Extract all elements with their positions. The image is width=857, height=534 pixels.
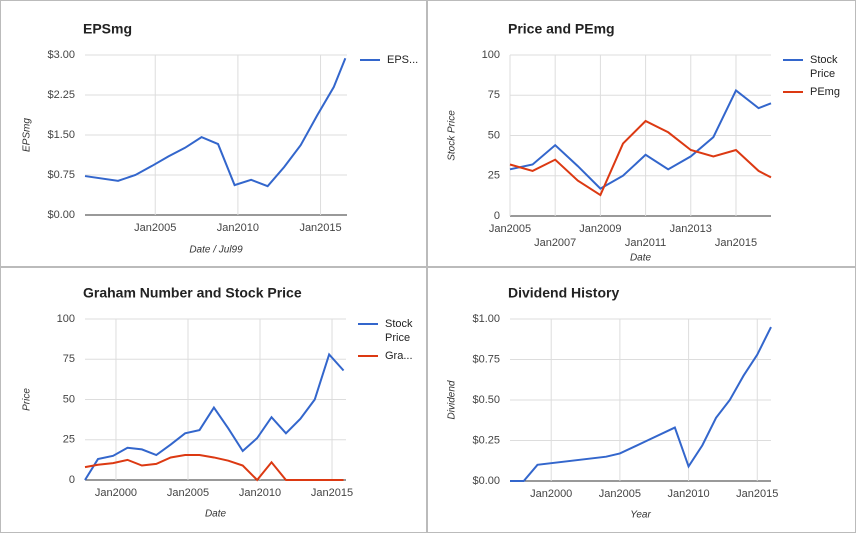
series-line <box>510 326 772 482</box>
y-tick-label: $0.25 <box>472 434 500 446</box>
y-tick-label: $3.00 <box>47 49 75 61</box>
y-tick-label: $0.75 <box>47 169 75 181</box>
legend-label: Gra... <box>385 350 413 362</box>
series-line <box>509 119 772 197</box>
x-tick-label: Jan2010 <box>667 488 709 500</box>
series-line <box>84 454 344 482</box>
y-tick-label: 50 <box>63 393 75 405</box>
y-tick-label: 25 <box>63 434 75 446</box>
panel-border <box>427 267 856 533</box>
series-line <box>84 57 347 188</box>
x-tick-label: Jan2005 <box>167 487 209 499</box>
y-tick-label: $2.25 <box>47 89 75 101</box>
chart-title: Price and PEmg <box>508 21 615 37</box>
y-tick-label: 75 <box>63 353 75 365</box>
x-axis-label: Date <box>205 509 227 520</box>
legend-label: EPS... <box>387 54 419 66</box>
x-tick-label: Jan2013 <box>670 223 712 235</box>
chart-title: Dividend History <box>508 285 619 301</box>
series-line <box>84 352 345 481</box>
series-line <box>509 88 772 190</box>
y-tick-label: 75 <box>488 89 500 101</box>
x-axis-label: Date <box>630 253 652 264</box>
y-tick-label: $0.00 <box>472 475 500 487</box>
y-axis-label: Dividend <box>447 380 458 419</box>
y-tick-label: $0.00 <box>47 209 75 221</box>
x-tick-label: Jan2005 <box>134 222 176 234</box>
y-tick-label: $1.50 <box>47 129 75 141</box>
x-tick-label: Jan2010 <box>217 222 259 234</box>
y-tick-label: 0 <box>69 474 75 486</box>
y-tick-label: 0 <box>494 210 500 222</box>
y-tick-label: 50 <box>488 129 500 141</box>
y-tick-label: $0.75 <box>472 353 500 365</box>
x-tick-label: Jan2007 <box>534 237 576 249</box>
x-tick-label: Jan2000 <box>530 488 572 500</box>
x-tick-label: Jan2010 <box>239 487 281 499</box>
legend-label: PEmg <box>810 86 840 98</box>
y-tick-label: $1.00 <box>472 313 500 325</box>
x-tick-label: Jan2015 <box>299 222 341 234</box>
x-axis-label: Date / Jul99 <box>189 245 243 256</box>
y-axis-label: Stock Price <box>447 110 458 161</box>
panel-border <box>427 0 856 267</box>
x-tick-label: Jan2000 <box>95 487 137 499</box>
x-tick-label: Jan2005 <box>489 223 531 235</box>
x-tick-label: Jan2009 <box>579 223 621 235</box>
chart-title: Graham Number and Stock Price <box>83 285 302 301</box>
y-tick-label: 100 <box>482 49 500 61</box>
x-tick-label: Jan2015 <box>311 487 353 499</box>
y-tick-label: 100 <box>57 313 75 325</box>
y-axis-label: EPSmg <box>22 118 33 152</box>
x-tick-label: Jan2015 <box>715 237 757 249</box>
y-axis-label: Price <box>22 388 33 411</box>
panel-border <box>0 0 427 267</box>
x-tick-label: Jan2015 <box>736 488 778 500</box>
x-tick-label: Jan2011 <box>625 237 666 249</box>
legend-label: Stock Price <box>810 54 838 80</box>
x-tick-label: Jan2005 <box>599 488 641 500</box>
y-tick-label: 25 <box>488 170 500 182</box>
chart-title: EPSmg <box>83 21 132 37</box>
x-axis-label: Year <box>630 510 651 521</box>
panel-border <box>0 267 427 533</box>
y-tick-label: $0.50 <box>472 394 500 406</box>
legend-label: Stock Price <box>385 318 413 344</box>
